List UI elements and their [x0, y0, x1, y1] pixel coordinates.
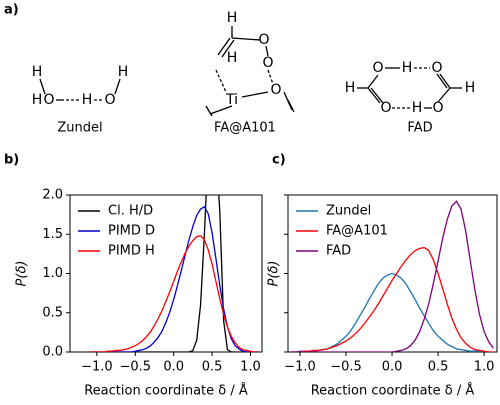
atom-label: O: [262, 55, 273, 71]
x-tick-label: −0.5: [330, 360, 362, 375]
panel-label: a): [4, 3, 19, 18]
legend-label: Zundel: [326, 204, 371, 219]
atom-label: O: [104, 92, 115, 108]
legend-label: FA@A101: [326, 224, 388, 239]
legend-label: PIMD H: [108, 244, 155, 259]
x-tick-label: −1.0: [284, 360, 316, 375]
x-tick-label: 0.0: [382, 360, 403, 375]
atom-label: O: [270, 82, 281, 98]
atom-label: H: [82, 92, 93, 108]
x-tick-label: 0.5: [428, 360, 449, 375]
atom-label: H: [32, 92, 43, 108]
x-tick-label: 1.0: [474, 360, 495, 375]
x-tick-label: −0.5: [119, 360, 151, 375]
x-axis-label: Reaction coordinate δ / Å: [84, 383, 248, 399]
data-line: [89, 195, 259, 352]
x-axis-label: Reaction coordinate δ / Å: [311, 383, 475, 399]
x-tick-label: 1.0: [240, 360, 261, 375]
y-tick-label: 1.0: [42, 266, 63, 281]
atom-label: O: [380, 100, 391, 116]
data-line: [290, 200, 494, 352]
y-axis-label: P(δ): [15, 261, 30, 287]
atom-label: O: [431, 60, 442, 76]
atom-label: O: [258, 32, 269, 48]
data-line: [89, 235, 259, 352]
atom-label: H: [227, 50, 238, 66]
x-tick-label: 0.5: [202, 360, 223, 375]
atom-label: O: [432, 100, 443, 116]
atom-label: H: [465, 80, 476, 96]
data-line: [290, 246, 494, 352]
atom-label: H: [32, 64, 43, 80]
atom-label: H: [402, 60, 413, 76]
atom-label: O: [372, 60, 383, 76]
y-axis-label: P(δ): [267, 261, 282, 287]
legend-label: PIMD D: [108, 224, 155, 239]
atom-label: Ti: [225, 92, 238, 108]
atom-label: H: [345, 80, 356, 96]
zundel-bonds: [39, 78, 121, 101]
y-tick-label: 0.5: [42, 305, 63, 320]
legend-label: FAD: [326, 244, 351, 259]
panel-label: b): [4, 153, 19, 168]
atom-label: H: [412, 100, 423, 116]
y-tick-label: 2.0: [42, 188, 63, 203]
fad-bonds: [357, 67, 462, 109]
molecule-name: Zundel: [57, 121, 102, 136]
x-tick-label: 0.0: [163, 360, 184, 375]
legend-label: Cl. H/D: [108, 204, 153, 219]
x-tick-label: −1.0: [81, 360, 113, 375]
atom-label: H: [227, 10, 238, 26]
atom-label: O: [43, 92, 54, 108]
molecule-name: FA@A101: [214, 121, 276, 136]
fa-a101-bonds: [205, 26, 295, 117]
y-tick-label: 1.5: [42, 227, 63, 242]
panel-label: c): [272, 153, 286, 168]
molecule-name: FAD: [407, 121, 432, 136]
y-tick-label: 0.0: [42, 345, 63, 360]
atom-label: H: [118, 64, 129, 80]
plot-frame: [69, 194, 263, 353]
